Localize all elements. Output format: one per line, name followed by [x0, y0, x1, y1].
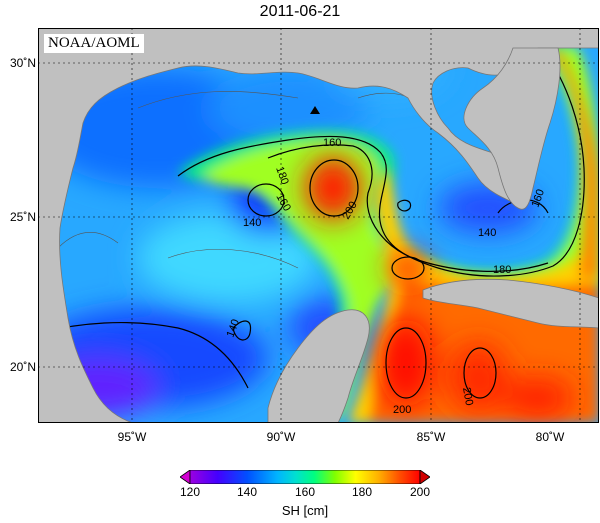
contour-label-group: 160 180 160 140 200 140 180 160 140 200 … — [225, 137, 548, 416]
lon-tick-label: 85˚W — [416, 430, 446, 444]
sea-height-map[interactable]: 160 180 160 140 200 140 180 160 140 200 … — [38, 28, 599, 423]
map-title: 2011-06-21 — [259, 3, 341, 20]
contour-lines — [38, 49, 585, 399]
source-label: NOAA/AOML — [44, 34, 144, 53]
contour-label: 200 — [393, 404, 411, 416]
contour-label: 200 — [460, 386, 475, 406]
graticule — [38, 28, 599, 423]
colorbar-tick: 120 — [179, 485, 201, 499]
contour-label: 160 — [530, 188, 548, 209]
contour-label: 140 — [243, 217, 261, 229]
lat-tick-label: 30˚N — [9, 56, 36, 70]
buoy-marker[interactable] — [310, 106, 320, 114]
contour-label: 180 — [493, 264, 511, 276]
contour-label: 160 — [323, 137, 341, 149]
colorbar-label: SH [cm] — [281, 503, 329, 518]
colorbar-tick: 160 — [294, 485, 316, 499]
colorbar-gradient — [189, 470, 421, 484]
colorbar-tick: 180 — [351, 485, 373, 499]
thin-contours — [57, 91, 434, 269]
colorbar-min-arrow — [180, 470, 191, 484]
lat-tick-label: 25˚N — [9, 210, 36, 224]
colorbar — [180, 470, 430, 484]
map-frame[interactable]: 160 180 160 140 200 140 180 160 140 200 … — [38, 28, 599, 423]
lon-tick-label: 95˚W — [117, 430, 147, 444]
lon-tick-label: 90˚W — [266, 430, 296, 444]
contour-label: 180 — [273, 165, 291, 186]
lat-tick-label: 20˚N — [9, 360, 36, 374]
land-areas — [38, 28, 599, 423]
lon-tick-label: 80˚W — [535, 430, 565, 444]
contour-label: 140 — [225, 318, 243, 339]
colorbar-max-arrow — [419, 470, 430, 484]
colorbar-tick: 140 — [236, 485, 258, 499]
colorbar-tick: 200 — [409, 485, 431, 499]
contour-label: 140 — [478, 227, 496, 239]
